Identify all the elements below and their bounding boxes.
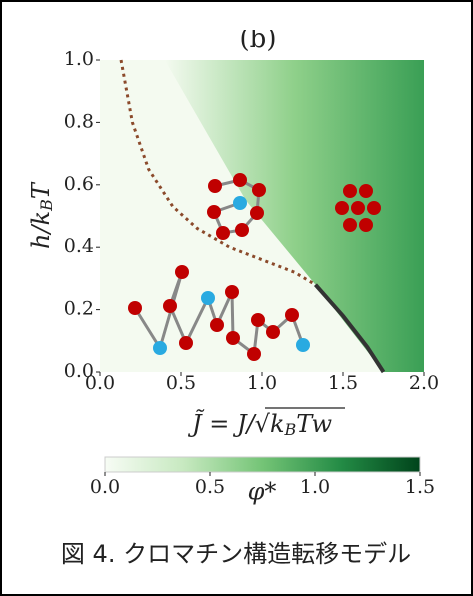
bead	[233, 196, 247, 210]
bead	[128, 301, 142, 315]
y-label-sub: B	[37, 199, 56, 212]
bead	[233, 173, 247, 187]
x-tick-label: 1.5	[328, 372, 358, 394]
colorbar-label: φ*	[248, 478, 277, 506]
colorbar-tick-label: 1.5	[405, 476, 435, 498]
x-tick-label: 0.0	[85, 372, 115, 394]
colorbar-tick-label: 1.0	[300, 476, 330, 498]
bead	[335, 201, 349, 215]
y-tick-label: 1.0	[64, 48, 94, 70]
plot-area	[100, 59, 425, 374]
y-tick-label: 0.8	[64, 110, 94, 132]
bead	[250, 206, 264, 220]
bead	[216, 226, 230, 240]
colorbar	[104, 456, 421, 473]
bead	[207, 205, 221, 219]
bead	[343, 184, 357, 198]
phase-boundary	[119, 59, 317, 286]
y-tick-label: 0.6	[64, 173, 94, 195]
chart-title: (b)	[240, 24, 277, 54]
y-tick-label: 0.2	[64, 298, 94, 320]
x-tick-label: 2.0	[409, 372, 439, 394]
x-tick-label: 0.5	[166, 372, 196, 394]
bead	[252, 183, 266, 197]
caption: 図 4. クロマチン構造転移モデル	[61, 540, 411, 568]
x-axis-label: J̃ = J/√kBTw	[187, 409, 332, 438]
x-label-part: k	[270, 410, 285, 438]
colorbar-tick-label: 0.0	[90, 476, 120, 498]
x-label-part: J̃ = J/√	[187, 409, 271, 437]
y-axis-label: h/kBT	[27, 181, 56, 249]
colorbar-tick-label: 0.5	[195, 476, 225, 498]
bead	[179, 336, 193, 350]
ordered-phase-region	[164, 60, 425, 372]
phase-boundary	[313, 283, 386, 374]
bead	[201, 291, 215, 305]
bead	[351, 201, 365, 215]
y-label-part: h/k	[27, 211, 55, 249]
bead	[266, 325, 280, 339]
bead	[175, 265, 189, 279]
bead	[235, 223, 249, 237]
bead	[359, 184, 373, 198]
bead	[285, 308, 299, 322]
bead	[210, 318, 224, 332]
bead	[359, 218, 373, 232]
bead	[367, 201, 381, 215]
x-label-part: Tw	[296, 410, 332, 438]
bead	[153, 341, 167, 355]
y-tick-label: 0.4	[64, 235, 94, 257]
y-tick-label: 0.0	[64, 360, 94, 382]
bead	[296, 338, 310, 352]
bead	[163, 299, 177, 313]
bead	[208, 179, 222, 193]
y-label-part: T	[27, 181, 55, 199]
bead	[247, 347, 261, 361]
bead	[226, 331, 240, 345]
bead	[343, 218, 357, 232]
x-label-sub: B	[284, 420, 297, 439]
x-tick-label: 1.0	[247, 372, 277, 394]
bead	[251, 313, 265, 327]
bead	[225, 285, 239, 299]
